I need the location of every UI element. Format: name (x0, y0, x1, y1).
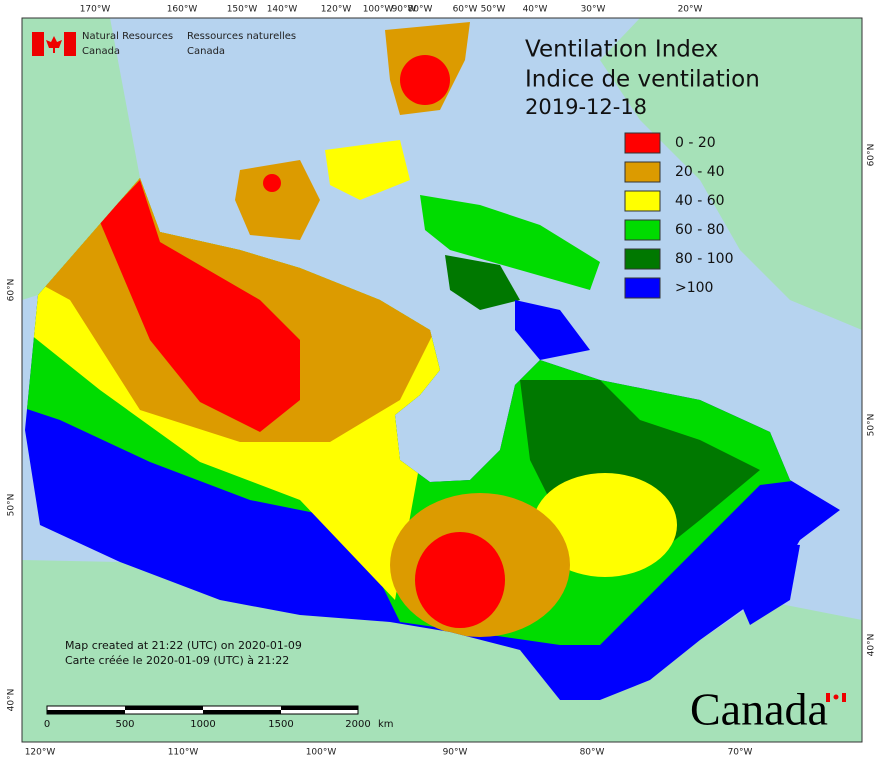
lat-label: 40°N (867, 634, 877, 657)
lon-label: 100°W (363, 5, 394, 15)
lon-label: 120°W (321, 5, 352, 15)
lon-label: 80°W (408, 5, 433, 15)
legend-swatch (624, 190, 661, 212)
legend-label: 20 - 40 (675, 164, 725, 180)
zone (533, 473, 677, 577)
alaska (22, 18, 140, 300)
lat-label: 60°N (867, 144, 877, 167)
lon-label: 70°W (728, 748, 753, 758)
lat-label: 40°N (7, 689, 17, 712)
agency-en: Canada (82, 46, 120, 57)
lat-label: 50°N (867, 414, 877, 437)
lon-label: 170°W (80, 5, 111, 15)
legend-label: 0 - 20 (675, 135, 716, 151)
island (515, 300, 590, 360)
agency-fr: Canada (187, 46, 225, 57)
legend-label: 80 - 100 (675, 251, 734, 267)
scale-label: 1000 (190, 719, 215, 730)
lon-label: 100°W (306, 748, 337, 758)
scale-label: 500 (115, 719, 134, 730)
island (445, 255, 520, 310)
footer-note: Carte créée le 2020-01-09 (UTC) à 21:22 (65, 654, 289, 667)
flag-bar (826, 693, 830, 702)
agency-fr: Ressources naturelles (187, 31, 296, 42)
island (235, 160, 320, 240)
island (263, 174, 281, 192)
lon-label: 120°W (25, 748, 56, 758)
lon-label: 90°W (443, 748, 468, 758)
island (325, 140, 410, 200)
footer-note: Map created at 21:22 (UTC) on 2020-01-09 (65, 639, 302, 652)
scale-segment (47, 710, 125, 714)
legend-swatch (624, 277, 661, 299)
zone (415, 532, 505, 628)
scale-label: 2000 (345, 719, 370, 730)
lon-label: 20°W (678, 5, 703, 15)
frame (21, 17, 863, 743)
lon-label: 60°W (453, 5, 478, 15)
lon-label: 80°W (580, 748, 605, 758)
usa (22, 560, 862, 742)
legend-swatch (624, 219, 661, 241)
lon-label: 150°W (227, 5, 258, 15)
legend-swatch (624, 132, 661, 154)
flag-bar (32, 32, 44, 56)
legend-swatch (624, 248, 661, 270)
flag-leaf (833, 694, 839, 700)
wordmark (826, 693, 846, 702)
agency (32, 32, 76, 56)
legend-label: 40 - 60 (675, 193, 725, 209)
lat-label: 50°N (7, 494, 17, 517)
island (420, 195, 600, 290)
scale-segment (281, 706, 358, 710)
scale-segment (125, 706, 203, 710)
legend-label: 60 - 80 (675, 222, 725, 238)
flag-bar (842, 693, 846, 702)
lon-label: 160°W (167, 5, 198, 15)
lon-label: 140°W (267, 5, 298, 15)
legend-label: >100 (675, 280, 713, 296)
island (400, 55, 450, 105)
agency-en: Natural Resources (82, 31, 173, 42)
flag-bar (64, 32, 76, 56)
scale-unit: km (378, 719, 394, 730)
map-date: 2019-12-18 (525, 95, 647, 119)
island (735, 540, 800, 625)
wordmark-text: Canada (690, 684, 828, 735)
lon-label: 30°W (581, 5, 606, 15)
map-title: Ventilation Index (525, 37, 718, 63)
greenland (600, 18, 862, 330)
lon-label: 40°W (523, 5, 548, 15)
lon-label: 50°W (481, 5, 506, 15)
lat-label: 60°N (7, 279, 17, 302)
lon-label: 110°W (168, 748, 199, 758)
scale-label: 0 (44, 719, 50, 730)
legend-swatch (624, 161, 661, 183)
scale-segment (203, 710, 281, 714)
flag-leaf (46, 36, 62, 53)
lon-label: 90°W (392, 5, 417, 15)
map-title: Indice de ventilation (525, 67, 760, 93)
zone (100, 180, 300, 432)
scale-label: 1500 (268, 719, 293, 730)
